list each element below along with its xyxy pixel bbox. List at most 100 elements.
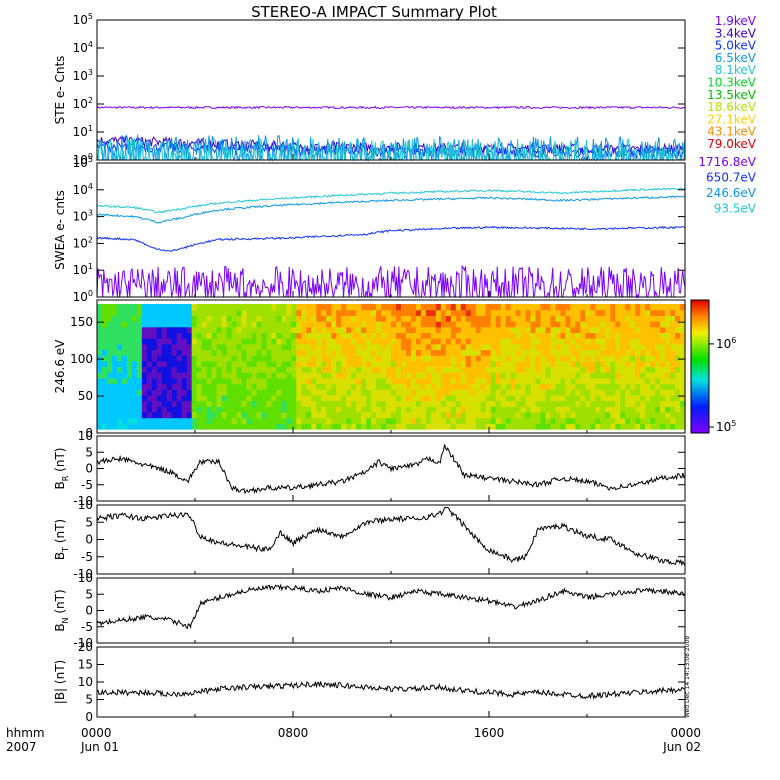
heatmap-cell [560, 360, 566, 368]
heatmap-cell [331, 394, 337, 402]
heatmap-cell [171, 406, 178, 413]
heatmap-cell [391, 377, 397, 385]
heatmap-cell [191, 349, 198, 356]
heatmap-cell [376, 332, 382, 339]
heatmap-cell [575, 411, 581, 419]
heatmap-cell [246, 389, 253, 396]
heatmap-cell [460, 309, 467, 316]
heatmap-cell [465, 338, 472, 345]
heatmap-cell [206, 304, 213, 311]
heatmap-cell [201, 326, 208, 334]
heatmap-cell [565, 411, 571, 419]
heatmap-cell [281, 406, 287, 413]
heatmap-cell [256, 355, 263, 362]
heatmap-cell [625, 406, 631, 413]
legend-entry: 43.1keV [707, 125, 757, 139]
heatmap-cell [236, 326, 243, 334]
heatmap-cell [550, 417, 557, 424]
heatmap-cell [106, 349, 113, 356]
heatmap-cell [520, 304, 527, 311]
panel-frame [96, 646, 686, 718]
heatmap-cell [326, 309, 332, 316]
heatmap-cell [435, 411, 442, 419]
heatmap-cell [600, 383, 606, 390]
heatmap-cell [226, 366, 233, 373]
series-line-2 [96, 225, 686, 252]
heatmap-cell [346, 315, 352, 322]
heatmap-cell [236, 377, 243, 385]
heatmap-cell [635, 406, 641, 413]
heatmap-cell [485, 360, 492, 368]
heatmap-cell [660, 360, 666, 368]
heatmap-cell [336, 372, 342, 379]
heatmap-cell [256, 360, 263, 368]
heatmap-cell [271, 417, 277, 424]
heatmap-cell [650, 366, 656, 373]
heatmap-cell [246, 406, 253, 413]
heatmap-cell [191, 355, 198, 362]
heatmap-cell [465, 417, 472, 424]
heatmap-cell [540, 304, 547, 311]
heatmap-cell [395, 411, 402, 419]
heatmap-cell [535, 423, 542, 430]
heatmap-cell [336, 360, 342, 368]
heatmap-cell [106, 383, 113, 390]
heatmap-cell [266, 383, 272, 390]
heatmap-cell [415, 372, 422, 379]
heatmap-cell [366, 304, 372, 311]
heatmap-cell [266, 349, 272, 356]
heatmap-cell [246, 377, 253, 385]
y-axis-label: STE e- Cnts [53, 56, 67, 125]
heatmap-cell [351, 400, 357, 407]
heatmap-cell [670, 326, 676, 334]
heatmap-cell [575, 304, 581, 311]
heatmap-cell [376, 338, 382, 345]
heatmap-cell [500, 343, 507, 351]
heatmap-cell [166, 372, 173, 379]
heatmap-cell [450, 383, 457, 390]
heatmap-cell [351, 315, 357, 322]
heatmap-cell [106, 321, 113, 328]
heatmap-cell [201, 332, 208, 339]
y-axis-label: BN (nT) [53, 589, 70, 631]
heatmap-cell [575, 349, 581, 356]
heatmap-cell [450, 423, 457, 430]
heatmap-cell [510, 400, 517, 407]
heatmap-cell [415, 400, 422, 407]
heatmap-cell [550, 411, 557, 419]
heatmap-cell [575, 309, 581, 316]
heatmap-cell [500, 326, 507, 334]
heatmap-cell [450, 417, 457, 424]
heatmap-cell [535, 321, 542, 328]
heatmap-cell [266, 372, 272, 379]
heatmap-cell [620, 332, 626, 339]
heatmap-cell [410, 326, 417, 334]
heatmap-cell [381, 338, 387, 345]
heatmap-cell [341, 366, 347, 373]
heatmap-cell [141, 304, 148, 311]
heatmap-cell [575, 394, 581, 402]
heatmap-cell [440, 355, 447, 362]
heatmap-cell [440, 394, 447, 402]
heatmap-cell [121, 383, 128, 390]
heatmap-cell [216, 383, 223, 390]
heatmap-cell [485, 343, 492, 351]
heatmap-cell [620, 423, 626, 430]
heatmap-cell [136, 338, 143, 345]
heatmap-cell [246, 411, 253, 419]
heatmap-cell [525, 309, 532, 316]
heatmap-cell [211, 343, 218, 351]
heatmap-cell [415, 406, 422, 413]
heatmap-cell [635, 372, 641, 379]
y-tick-label: 0 [85, 710, 93, 724]
heatmap-cell [450, 343, 457, 351]
heatmap-cell [550, 309, 557, 316]
heatmap-cell [490, 389, 497, 396]
heatmap-cell [196, 304, 203, 311]
heatmap-cell [266, 406, 272, 413]
heatmap-cell [680, 383, 686, 390]
heatmap-cell [101, 321, 108, 328]
heatmap-cell [605, 406, 611, 413]
heatmap-cell [590, 383, 596, 390]
heatmap-cell [191, 411, 198, 419]
